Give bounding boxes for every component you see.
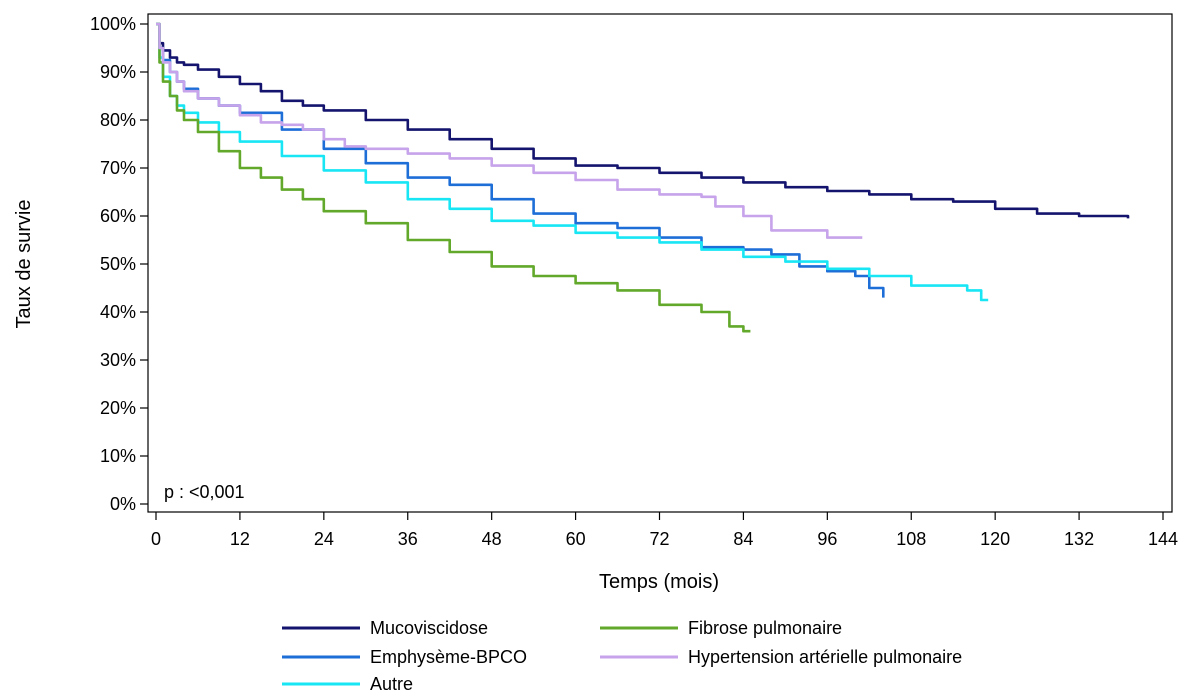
plot-area	[147, 13, 1173, 513]
y-tick-label: 50%	[100, 254, 136, 274]
series-line	[156, 22, 1130, 219]
y-tick-label: 20%	[100, 398, 136, 418]
legend-label: Emphysème-BPCO	[370, 647, 527, 667]
legend-label: Fibrose pulmonaire	[688, 618, 842, 638]
y-tick-label: 90%	[100, 62, 136, 82]
y-axis: 0% 10% 20% 30% 40% 50% 60% 70% 80% 90% 100%	[90, 14, 148, 514]
x-tick-label: 24	[314, 529, 334, 549]
series-line	[156, 22, 751, 333]
x-tick-label: 96	[817, 529, 837, 549]
y-tick-label: 30%	[100, 350, 136, 370]
y-axis-title: Taux de survie	[13, 200, 35, 329]
x-tick-label: 132	[1064, 529, 1094, 549]
x-tick-label: 36	[398, 529, 418, 549]
y-tick-label: 100%	[90, 14, 136, 34]
x-axis-title: Temps (mois)	[599, 571, 719, 593]
x-tick-label: 60	[566, 529, 586, 549]
legend-label: Hypertension artérielle pulmonaire	[688, 647, 962, 667]
series-lines	[156, 22, 1130, 333]
y-tick-label: 40%	[100, 302, 136, 322]
legend-label: Mucoviscidose	[370, 618, 488, 638]
x-tick-label: 108	[896, 529, 926, 549]
y-tick-label: 70%	[100, 158, 136, 178]
plot-border	[147, 13, 1173, 513]
x-axis: 0 12 24 36 48 60 72 84 96 108 120 132 144	[151, 512, 1178, 549]
x-tick-label: 12	[230, 529, 250, 549]
x-tick-label: 0	[151, 529, 161, 549]
y-tick-label: 0%	[110, 494, 136, 514]
x-tick-label: 144	[1148, 529, 1178, 549]
x-tick-label: 120	[980, 529, 1010, 549]
x-tick-label: 48	[482, 529, 502, 549]
x-tick-label: 84	[733, 529, 753, 549]
y-tick-label: 80%	[100, 110, 136, 130]
p-value-annotation: p : <0,001	[164, 482, 245, 502]
y-tick-label: 10%	[100, 446, 136, 466]
series-line	[156, 22, 863, 239]
legend-label: Autre	[370, 674, 413, 693]
y-tick-label: 60%	[100, 206, 136, 226]
legend: Mucoviscidose Fibrose pulmonaire Emphysème…	[282, 618, 962, 693]
x-tick-label: 72	[649, 529, 669, 549]
series-line	[156, 22, 989, 302]
